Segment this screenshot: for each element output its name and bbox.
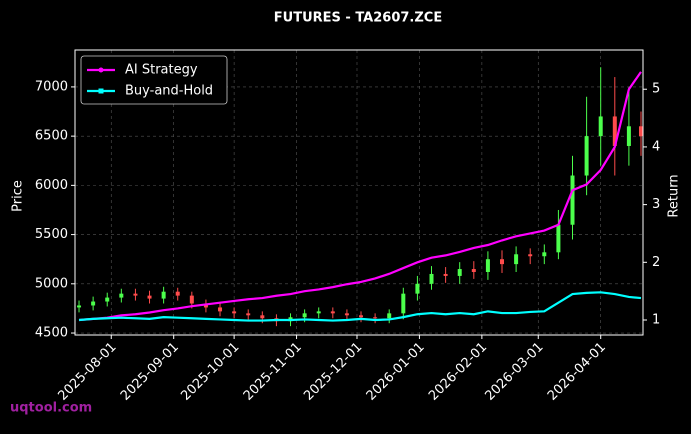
y-tick-label: 7000 — [35, 79, 68, 94]
line-series — [78, 71, 642, 322]
candle-body — [77, 305, 82, 308]
candle-body — [175, 291, 180, 296]
candle-body — [443, 273, 448, 276]
y-tick-label: 6000 — [35, 178, 68, 193]
candle-body — [359, 315, 364, 318]
y2-tick-label: 2 — [652, 255, 660, 270]
candle-body — [105, 297, 110, 302]
candle-body — [584, 136, 589, 176]
candle-body — [626, 126, 631, 146]
legend-label: AI Strategy — [125, 63, 198, 78]
legend-box — [80, 55, 228, 105]
candle-body — [514, 254, 519, 265]
legend: AI Strategy Buy-and-Hold — [80, 55, 228, 105]
candle-body — [232, 311, 237, 314]
candle-body — [373, 317, 378, 319]
candle-body — [147, 295, 152, 299]
candle-body — [542, 252, 547, 257]
candle-body — [471, 269, 476, 272]
y-tick-label: 5000 — [35, 276, 68, 291]
candle-body — [316, 311, 321, 314]
candle-body — [302, 313, 307, 318]
candle-body — [119, 293, 124, 298]
legend-marker — [98, 67, 104, 73]
y-axis-label: Price — [11, 180, 26, 212]
y2-axis-label: Return — [667, 174, 682, 217]
candle-body — [500, 259, 505, 265]
candle-body — [485, 259, 490, 272]
candle-body — [387, 313, 392, 319]
candle-body — [133, 293, 138, 296]
candle-body — [246, 313, 251, 316]
candle-body — [161, 291, 166, 299]
candle-body — [218, 307, 223, 312]
candle-body — [415, 283, 420, 294]
y2-tick-label: 5 — [652, 82, 660, 97]
y2-tick-label: 3 — [652, 197, 660, 212]
candle-body — [91, 301, 96, 306]
candle-body — [344, 313, 349, 316]
legend-marker — [98, 88, 104, 94]
candle-body — [528, 254, 533, 257]
candle-body — [612, 116, 617, 146]
chart-title: FUTURES - TA2607.ZCE — [274, 11, 442, 26]
y2-tick-label: 1 — [652, 313, 660, 328]
candle-body — [401, 293, 406, 314]
candle-body — [638, 126, 643, 137]
candle-body — [189, 295, 194, 304]
watermark: uqtool.com — [10, 401, 92, 416]
legend-label: Buy-and-Hold — [125, 84, 213, 99]
candle-body — [429, 273, 434, 284]
candle-body — [330, 311, 335, 314]
y-tick-label: 5500 — [35, 227, 68, 242]
plot-frame — [74, 49, 644, 336]
candle-body — [570, 175, 575, 225]
y-tick-label: 6500 — [35, 129, 68, 144]
y-tick-label: 4500 — [35, 326, 68, 341]
line-series — [78, 291, 642, 322]
y2-tick-label: 4 — [652, 139, 660, 154]
candle-body — [598, 116, 603, 137]
candle-body — [457, 269, 462, 276]
candle-body — [556, 224, 561, 253]
candle-body — [260, 315, 265, 319]
